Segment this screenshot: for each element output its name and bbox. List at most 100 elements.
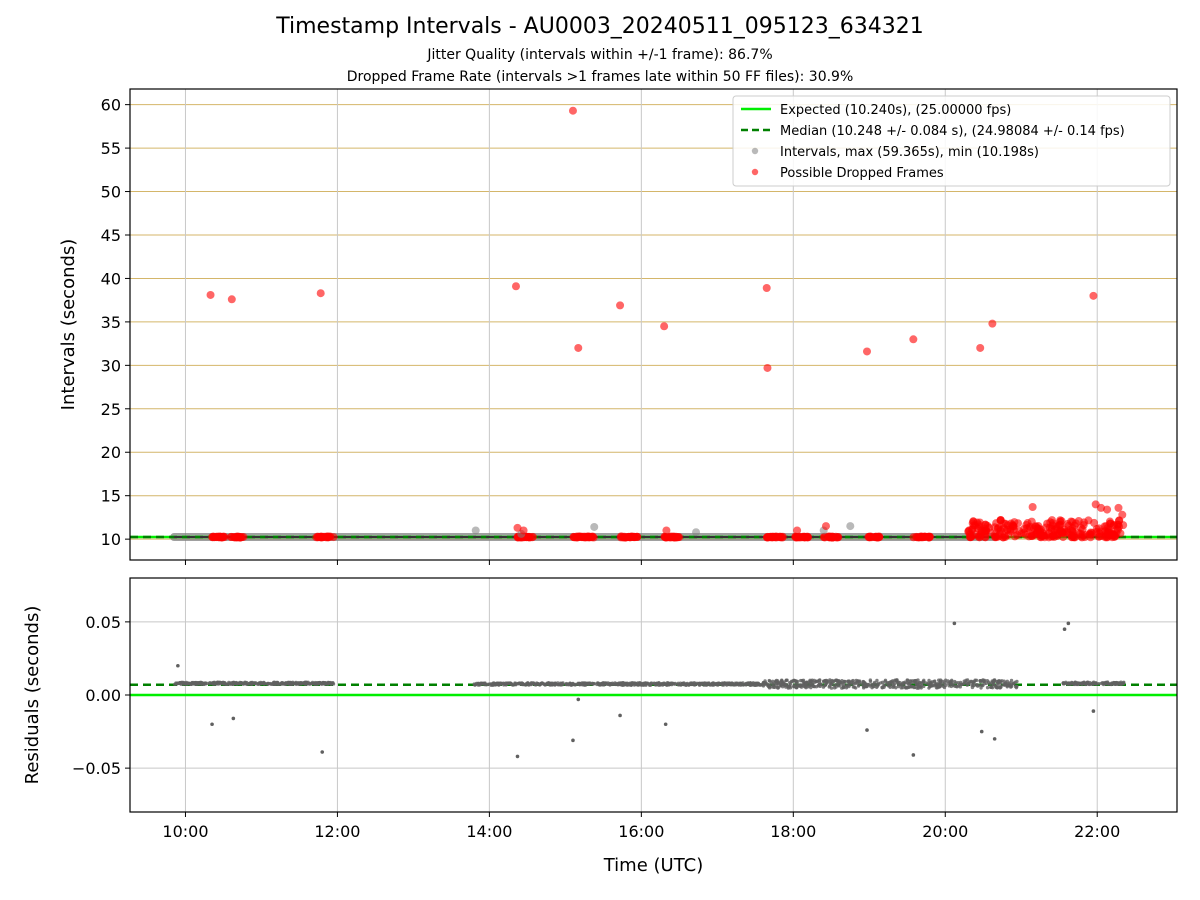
intervals-y-tick-label: 45: [101, 226, 121, 245]
residual-point: [248, 682, 252, 686]
dropped-frame-point: [863, 347, 872, 356]
residual-point: [1086, 680, 1090, 684]
residual-point: [294, 682, 299, 686]
residual-point: [1094, 682, 1098, 686]
residual-point: [875, 682, 879, 687]
residual-point: [1080, 682, 1084, 687]
residual-point: [848, 680, 853, 685]
residual-outlier-point: [176, 663, 180, 668]
residual-point: [585, 681, 589, 686]
dropped-frame-point: [585, 533, 594, 542]
residual-point: [942, 685, 947, 690]
interval-point: [590, 522, 599, 531]
residual-point: [795, 679, 800, 684]
residual-point: [763, 681, 768, 685]
dropped-frame-point: [1021, 530, 1030, 539]
residual-point: [285, 682, 289, 686]
x-tick-label: 10:00: [162, 822, 208, 841]
residual-point: [972, 679, 977, 684]
residual-point: [835, 679, 839, 683]
dropped-frame-point: [574, 343, 583, 352]
residual-point: [804, 680, 808, 685]
residual-point: [1061, 681, 1065, 686]
residual-point: [829, 682, 834, 686]
residual-point: [958, 680, 963, 685]
residual-point: [864, 683, 868, 687]
residual-point: [992, 679, 996, 683]
residual-point: [831, 679, 836, 683]
residual-point: [852, 685, 856, 689]
residual-point: [568, 681, 572, 686]
residual-point: [780, 683, 784, 687]
residual-point: [807, 684, 811, 688]
residuals-y-axis-label: Residuals (seconds): [22, 606, 43, 785]
dropped-frame-point: [513, 523, 522, 532]
residual-point: [927, 686, 931, 690]
residual-point: [804, 683, 809, 688]
residual-point: [1008, 683, 1013, 688]
residual-point: [981, 683, 985, 688]
dropped-frame-point: [568, 106, 577, 115]
residual-point: [789, 679, 794, 683]
dropped-frame-point: [988, 319, 997, 328]
intervals-plot-frame: [129, 88, 1178, 561]
residual-point: [612, 682, 616, 686]
residual-outlier-point: [952, 621, 957, 626]
residual-point: [313, 680, 317, 685]
residual-point: [706, 682, 710, 686]
residual-point: [988, 685, 993, 690]
residual-point: [590, 681, 595, 686]
residual-point: [669, 682, 674, 687]
residual-point: [755, 682, 759, 687]
residual-point: [243, 680, 248, 685]
dropped-frame-rate-subtitle: Dropped Frame Rate (intervals >1 frames …: [346, 69, 854, 85]
residual-point: [327, 681, 331, 685]
residual-outlier-point: [210, 722, 214, 727]
residual-point: [302, 681, 307, 686]
residual-point: [890, 680, 894, 685]
residual-point: [818, 684, 822, 689]
residual-point: [506, 681, 511, 685]
residual-point: [620, 683, 625, 687]
intervals-y-tick-label: 30: [101, 356, 121, 375]
residual-point: [975, 682, 979, 687]
residual-point: [828, 678, 832, 682]
dropped-frame-point: [227, 532, 236, 541]
residual-point: [256, 681, 261, 686]
dropped-frame-point: [206, 290, 215, 299]
x-tick-label: 20:00: [922, 822, 968, 841]
dropped-frame-point: [964, 526, 973, 535]
intervals-y-tick-label: 55: [101, 139, 121, 158]
residual-point: [777, 685, 781, 689]
dropped-frame-point: [570, 533, 579, 542]
residual-outlier-point: [1091, 709, 1096, 713]
residual-point: [799, 678, 803, 683]
residual-point: [208, 681, 212, 686]
jitter-quality-subtitle: Jitter Quality (intervals within +/-1 fr…: [427, 47, 773, 63]
intervals-y-ticks: 10 15 20 25 30 35 40 45 50 55 60: [101, 96, 130, 549]
residual-point: [942, 682, 946, 686]
residual-point: [927, 678, 931, 683]
residual-point: [851, 681, 856, 685]
residual-point: [266, 681, 270, 686]
residual-point: [524, 681, 529, 686]
residual-point: [723, 681, 727, 685]
residual-point: [910, 679, 915, 683]
residual-outlier-point: [576, 697, 581, 702]
residual-point: [948, 679, 952, 684]
residual-point: [180, 680, 184, 685]
intervals-y-tick-label: 50: [101, 183, 121, 202]
residual-point: [1097, 681, 1101, 686]
intervals-y-tick-label: 60: [101, 96, 121, 115]
residual-point: [998, 685, 1002, 690]
residual-point: [893, 678, 897, 682]
dropped-frame-point: [918, 533, 927, 542]
residual-point: [514, 681, 519, 686]
residual-point: [714, 682, 718, 687]
residual-point: [1066, 681, 1071, 685]
residual-point: [857, 680, 862, 684]
residual-point: [954, 681, 958, 685]
dropped-frame-point: [793, 526, 802, 535]
residual-point: [909, 685, 913, 689]
residual-point: [904, 686, 908, 690]
